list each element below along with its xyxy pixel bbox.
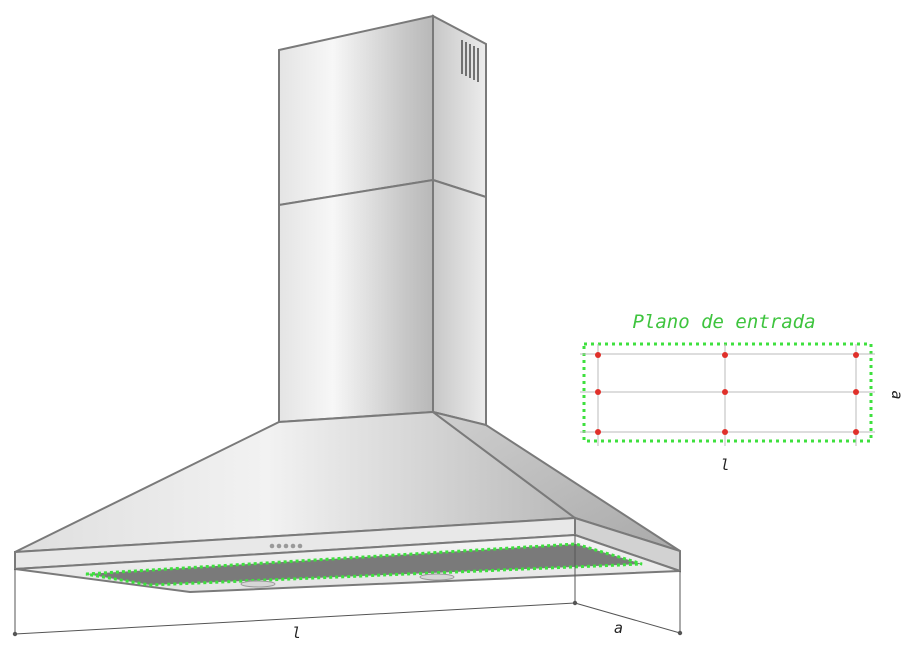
measurement-point: [722, 352, 728, 358]
inlet-plane-inset: Plano de entrada l a: [580, 311, 906, 474]
measurement-point: [722, 389, 728, 395]
grease-filter: [85, 542, 643, 587]
dimension-lines: [14, 535, 681, 635]
vent-grille: [461, 40, 479, 82]
dimension-endpoints: [12, 600, 683, 637]
filter-lights: [240, 573, 455, 588]
inset-inlet-border: [582, 342, 873, 443]
measurement-point: [853, 429, 859, 435]
measurement-point: [853, 352, 859, 358]
measurement-point: [595, 429, 601, 435]
measurement-point: [595, 389, 601, 395]
inset-title: Plano de entrada: [632, 311, 815, 333]
inset-width-label: a: [888, 390, 906, 399]
measurement-point: [595, 352, 601, 358]
main-width-label: a: [614, 619, 623, 637]
chimney-upper: [278, 14, 487, 207]
measurement-point: [853, 389, 859, 395]
main-length-label: l: [292, 624, 301, 642]
inset-length-label: l: [720, 456, 729, 474]
measurement-point: [722, 429, 728, 435]
control-buttons: [269, 543, 303, 549]
measurement-points: [595, 352, 859, 435]
chimney-lower: [278, 178, 487, 427]
canopy: [14, 410, 681, 553]
